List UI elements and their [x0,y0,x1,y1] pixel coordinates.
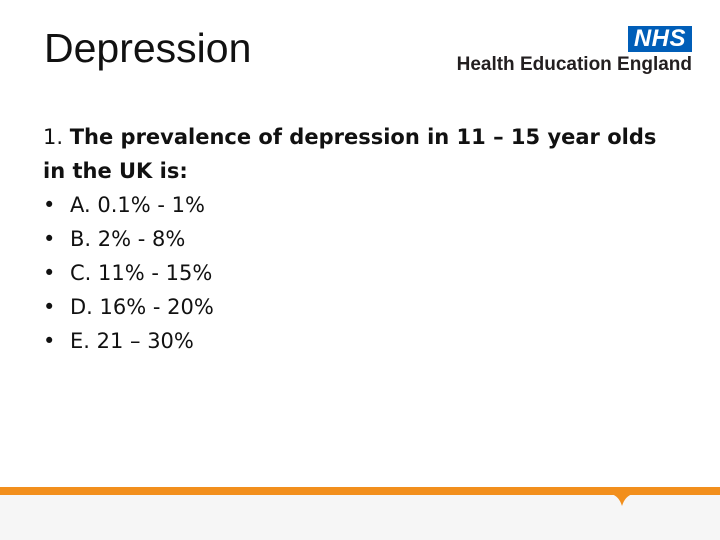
footer-area [0,495,720,540]
question-text: The prevalence of depression in 11 – 15 … [43,125,657,183]
bullet-icon: • [43,295,56,319]
slide-content: 1. The prevalence of depression in 11 – … [43,120,683,358]
answer-option-label: A. 0.1% - 1% [70,193,205,217]
bullet-icon: • [43,227,56,251]
answer-option-label: B. 2% - 8% [70,227,186,251]
answer-option-a: • A. 0.1% - 1% [43,188,683,222]
footer-accent-bar [0,487,720,495]
answer-option-e: • E. 21 – 30% [43,324,683,358]
answer-option-label: C. 11% - 15% [70,261,213,285]
org-name: Health Education England [456,54,692,75]
slide-title: Depression [44,25,252,71]
answer-option-c: • C. 11% - 15% [43,256,683,290]
answer-options: • A. 0.1% - 1% • B. 2% - 8% • C. 11% - 15% … [43,188,683,358]
answer-option-d: • D. 16% - 20% [43,290,683,324]
bullet-icon: • [43,193,56,217]
bullet-icon: • [43,261,56,285]
question: 1. The prevalence of depression in 11 – … [43,120,683,188]
answer-option-label: D. 16% - 20% [70,295,214,319]
nhs-hee-logo: NHS Health Education England [448,26,692,78]
question-number: 1. [43,125,70,149]
answer-option-b: • B. 2% - 8% [43,222,683,256]
answer-option-label: E. 21 – 30% [70,329,194,353]
bullet-icon: • [43,329,56,353]
footer-notch-icon [611,494,633,506]
nhs-badge: NHS [627,26,692,52]
